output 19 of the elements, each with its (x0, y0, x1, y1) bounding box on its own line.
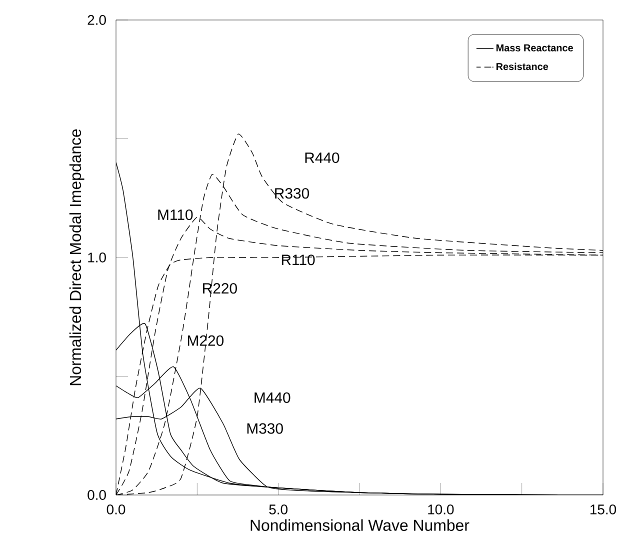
x-tick-label: 0.0 (106, 504, 126, 514)
y-tick-label: 1.0 (88, 252, 106, 262)
x-axis-title: Nondimensional Wave Number (250, 519, 470, 531)
x-tick-label: 10.0 (428, 504, 454, 514)
annotation: M110 (158, 209, 193, 220)
legend-label: Resistance (496, 62, 548, 70)
x-tick-label: 5.0 (269, 504, 288, 514)
annotation: M220 (188, 335, 224, 346)
annotation: M330 (247, 423, 283, 434)
y-tick-label: 2.0 (88, 15, 106, 25)
legend-label: Mass Reactance (496, 44, 573, 52)
y-tick-label: 0.0 (88, 490, 106, 500)
annotation: R330 (275, 188, 310, 199)
annotation: M440 (254, 392, 290, 403)
annotation: R440 (305, 152, 340, 164)
annotation: R220 (203, 283, 237, 294)
y-axis-title: Normalized Direct Modal Imepdance (69, 129, 84, 386)
x-tick-label: 15.0 (590, 504, 616, 514)
annotation: R110 (282, 254, 315, 266)
